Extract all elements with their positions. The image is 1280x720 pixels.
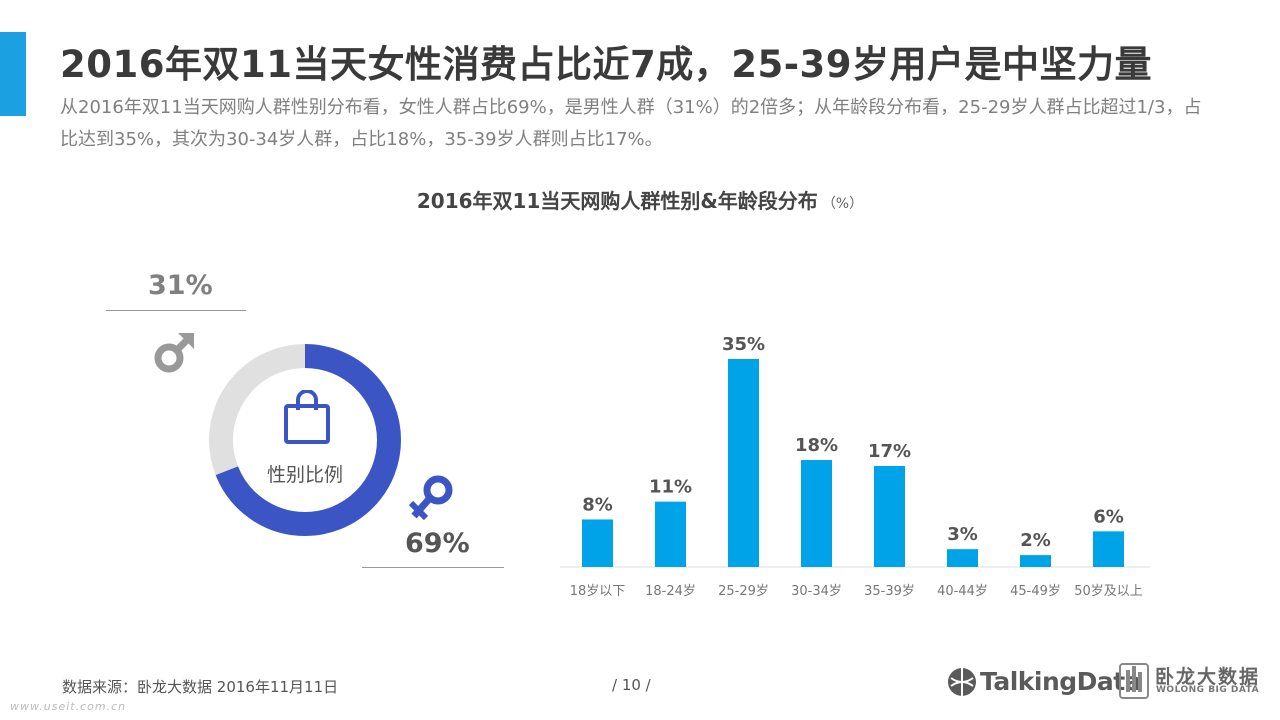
chart-unit: （%） xyxy=(821,196,864,212)
female-symbol-icon xyxy=(408,475,453,521)
bar-4 xyxy=(874,465,905,567)
talkingdata-logo-icon xyxy=(948,668,976,696)
x-tick-label: 45-49岁 xyxy=(1010,584,1061,599)
bar-7 xyxy=(1093,531,1124,567)
bar-value-label: 3% xyxy=(947,524,978,545)
x-tick-label: 35-39岁 xyxy=(864,584,915,599)
female-divider xyxy=(362,567,504,568)
bar-value-label: 35% xyxy=(722,334,765,355)
shopping-bag-icon xyxy=(284,390,330,444)
page-description: 从2016年双11当天网购人群性别分布看，女性人群占比69%，是男性人群（31%… xyxy=(60,97,1202,150)
female-percentage: 69% xyxy=(405,528,470,559)
page-title: 2016年双11当天女性消费占比近7成，25-39岁用户是中坚力量 xyxy=(60,43,1153,86)
x-tick-label: 18岁以下 xyxy=(570,584,626,599)
age-bar-chart: 8% 18岁以下 11% 18-24岁 35% 25-29岁 18% 30-34岁 17% 35-… xyxy=(560,334,1150,599)
wolong-logo-cn: 卧龙大数据 xyxy=(1155,666,1261,688)
bar-value-label: 8% xyxy=(582,494,613,515)
x-tick-label: 30-34岁 xyxy=(791,584,842,599)
donut-female-slice xyxy=(209,344,401,536)
x-tick-label: 50岁及以上 xyxy=(1074,584,1143,599)
x-tick-label: 25-29岁 xyxy=(718,584,769,599)
bar-0 xyxy=(582,519,613,567)
bar-value-label: 11% xyxy=(649,477,692,498)
x-tick-label: 18-24岁 xyxy=(645,584,696,599)
wolong-logo-en: WOLONG BIG DATA xyxy=(1156,685,1260,695)
male-symbol-icon xyxy=(154,333,194,373)
title-accent-bar xyxy=(0,32,26,116)
bar-6 xyxy=(1020,555,1051,567)
chart-title-text: 2016年双11当天网购人群性别&年龄段分布 xyxy=(416,189,818,213)
bar-5 xyxy=(947,549,978,567)
male-percentage: 31% xyxy=(148,270,213,301)
donut-center-label: 性别比例 xyxy=(266,464,343,486)
chart-title: 2016年双11当天网购人群性别&年龄段分布 （%） xyxy=(0,185,1280,214)
talkingdata-logo-text: TalkingData xyxy=(980,667,1142,696)
bar-3 xyxy=(801,460,832,567)
gender-donut-chart xyxy=(209,344,401,536)
x-tick-label: 40-44岁 xyxy=(937,584,988,599)
bar-value-label: 2% xyxy=(1020,530,1051,551)
data-source: 数据来源：卧龙大数据 2016年11月11日 xyxy=(62,678,339,696)
watermark: www.useit.com.cn xyxy=(10,700,127,713)
bar-value-label: 17% xyxy=(868,441,911,462)
bar-value-label: 6% xyxy=(1093,506,1124,527)
bar-1 xyxy=(655,501,686,567)
bar-2 xyxy=(728,359,759,567)
page-number: / 10 / xyxy=(612,676,651,694)
wolong-logo-icon xyxy=(1119,663,1149,699)
bar-value-label: 18% xyxy=(795,435,838,456)
male-divider xyxy=(106,310,246,311)
